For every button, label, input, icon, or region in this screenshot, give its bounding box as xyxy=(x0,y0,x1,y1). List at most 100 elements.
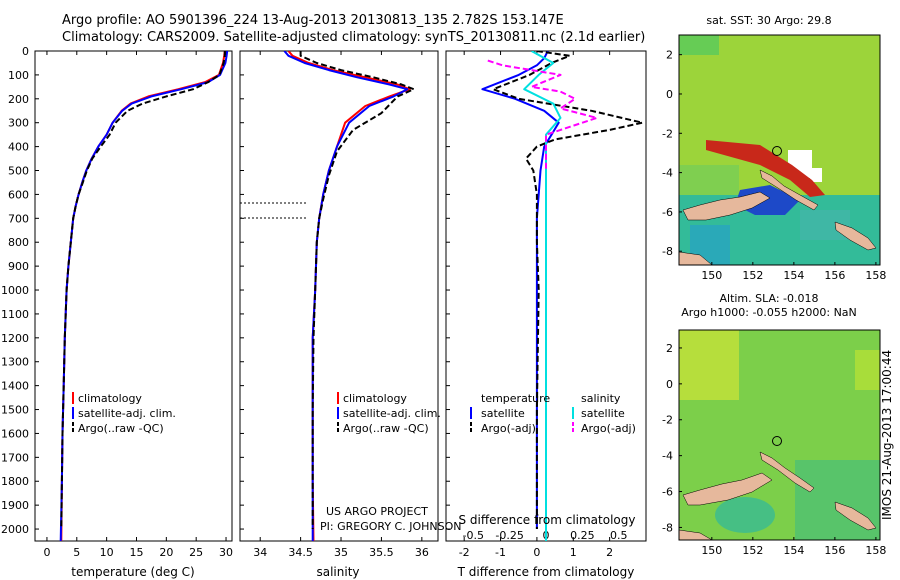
temp-panel-frame xyxy=(34,50,233,542)
map-y-tick-label: -4 xyxy=(662,450,673,463)
sla-map-title1: Altim. SLA: -0.018 xyxy=(719,292,818,305)
x-tick-label: 34.5 xyxy=(288,546,313,559)
sla-patch-upper-left xyxy=(679,330,739,400)
x-tick-label: 10 xyxy=(100,546,114,559)
depth-tick-label: 1900 xyxy=(1,499,29,512)
sal-xlabel: salinity xyxy=(316,565,359,579)
sal-lines xyxy=(283,51,415,541)
sla-patch-right xyxy=(855,350,880,390)
series-line-temperature-argo-adj xyxy=(492,51,644,529)
depth-tick-label: 400 xyxy=(8,141,29,154)
map-y-tick-label: -2 xyxy=(662,127,673,140)
temp-legend-argo: Argo(..raw -QC) xyxy=(78,422,164,435)
depth-tick-label: 300 xyxy=(8,117,29,130)
map-x-tick-label: 152 xyxy=(742,544,763,557)
x-tick-label: 35 xyxy=(334,546,348,559)
s-top-tick-label: -0.5 xyxy=(463,529,484,542)
sst-map xyxy=(678,34,881,266)
sla-map-axes: 150 152 154 156 158 2 0 -2 -4 -6 -8 xyxy=(662,342,886,557)
sst-patch-mid-left xyxy=(679,165,739,195)
map-x-tick-label: 158 xyxy=(865,544,886,557)
sla-land-newireland xyxy=(759,451,815,493)
sal-legend-satellite: satellite-adj. clim. xyxy=(343,407,441,420)
depth-tick-label: 1200 xyxy=(1,332,29,345)
map-y-tick-label: 0 xyxy=(666,88,673,101)
diff-legend-t-argo: Argo(-adj) xyxy=(481,422,536,435)
depth-tick-label: 1500 xyxy=(1,404,29,417)
diff-x-axis: -2 -1 0 1 2-0.5 -0.25 0 0.25 0.5 xyxy=(459,51,628,559)
series-line-climatology xyxy=(60,51,226,541)
depth-tick-label: 0 xyxy=(22,45,29,58)
timestamp-stamp: IMOS 21-Aug-2013 17:00:44 xyxy=(880,349,894,520)
depth-tick-label: 1400 xyxy=(1,380,29,393)
depth-tick-label: 600 xyxy=(8,188,29,201)
map-x-tick-label: 152 xyxy=(742,269,763,282)
temp-x-axis: 0 5 10 15 20 25 30 xyxy=(43,51,233,559)
x-tick-label: 1 xyxy=(570,546,577,559)
depth-tick-label: 500 xyxy=(8,165,29,178)
depth-tick-label: 100 xyxy=(8,69,29,82)
x-tick-label: 0 xyxy=(43,546,50,559)
sst-patch-upper-left xyxy=(679,35,719,55)
sst-hot-band xyxy=(706,140,825,197)
credit-pi: PI: GREGORY C. JOHNSON xyxy=(320,520,461,533)
depth-tick-label: 1700 xyxy=(1,451,29,464)
map-x-tick-label: 156 xyxy=(824,269,845,282)
x-tick-label: 35.5 xyxy=(369,546,394,559)
diff-lines xyxy=(481,51,644,541)
s-top-tick-label: 0.5 xyxy=(610,529,628,542)
sst-land-solomons xyxy=(834,221,877,251)
sst-land-newireland xyxy=(759,169,819,211)
temp-legend-climatology: climatology xyxy=(78,392,142,405)
sla-patch-bottom xyxy=(715,497,775,533)
depth-tick-label: 1000 xyxy=(1,284,29,297)
series-line-argo-raw-qc xyxy=(299,51,415,529)
x-tick-label: 30 xyxy=(219,546,233,559)
map-x-tick-label: 158 xyxy=(865,269,886,282)
x-tick-label: 15 xyxy=(129,546,143,559)
series-line-salinity-satellite xyxy=(523,51,562,541)
climatology-subtitle: Climatology: CARS2009. Satellite-adjuste… xyxy=(62,30,646,45)
map-y-tick-label: 2 xyxy=(666,49,673,62)
x-tick-label: 5 xyxy=(73,546,80,559)
map-y-tick-label: -6 xyxy=(662,486,673,499)
temp-legend-satellite: satellite-adj. clim. xyxy=(78,407,176,420)
series-line-satellite-adj-clim xyxy=(59,51,229,541)
diff-legend: temperature satellite Argo(-adj) salinit… xyxy=(470,392,636,435)
sal-legend-argo: Argo(..raw -QC) xyxy=(343,422,429,435)
map-y-tick-label: -4 xyxy=(662,167,673,180)
s-top-tick-label: -0.25 xyxy=(495,529,523,542)
map-y-tick-label: -6 xyxy=(662,206,673,219)
x-tick-label: 20 xyxy=(159,546,173,559)
x-tick-label: -1 xyxy=(495,546,506,559)
series-line-satellite-adj-clim xyxy=(283,51,409,541)
x-tick-label: 36 xyxy=(415,546,429,559)
map-x-tick-label: 156 xyxy=(824,544,845,557)
diff-legend-s-argo: Argo(-adj) xyxy=(581,422,636,435)
sst-land-newbritain xyxy=(682,191,771,221)
temp-lines xyxy=(59,51,229,541)
map-y-tick-label: 0 xyxy=(666,378,673,391)
x-tick-label: 25 xyxy=(189,546,203,559)
sal-panel-frame xyxy=(239,50,439,542)
sla-land-solomons xyxy=(834,501,877,531)
series-line-temperature-satellite xyxy=(481,51,560,529)
sal-legend: climatology satellite-adj. clim. Argo(..… xyxy=(337,392,441,435)
map-x-tick-label: 150 xyxy=(701,544,722,557)
diff-legend-t-title: temperature xyxy=(481,392,550,405)
depth-tick-label: 700 xyxy=(8,212,29,225)
sst-map-title: sat. SST: 30 Argo: 29.8 xyxy=(706,14,831,27)
map-y-tick-label: -8 xyxy=(662,521,673,534)
sla-map-frame xyxy=(678,329,881,541)
x-tick-label: -2 xyxy=(459,546,470,559)
x-tick-label: 0 xyxy=(533,546,540,559)
depth-tick-label: 1800 xyxy=(1,475,29,488)
map-y-tick-label: -8 xyxy=(662,245,673,258)
depth-tick-label: 800 xyxy=(8,236,29,249)
sst-cloud-mask-2 xyxy=(810,168,822,182)
credit-project: US ARGO PROJECT xyxy=(326,505,428,518)
depth-tick-label: 2000 xyxy=(1,523,29,536)
diff-top-label: S difference from climatology xyxy=(459,513,636,527)
depth-tick-label: 1300 xyxy=(1,356,29,369)
